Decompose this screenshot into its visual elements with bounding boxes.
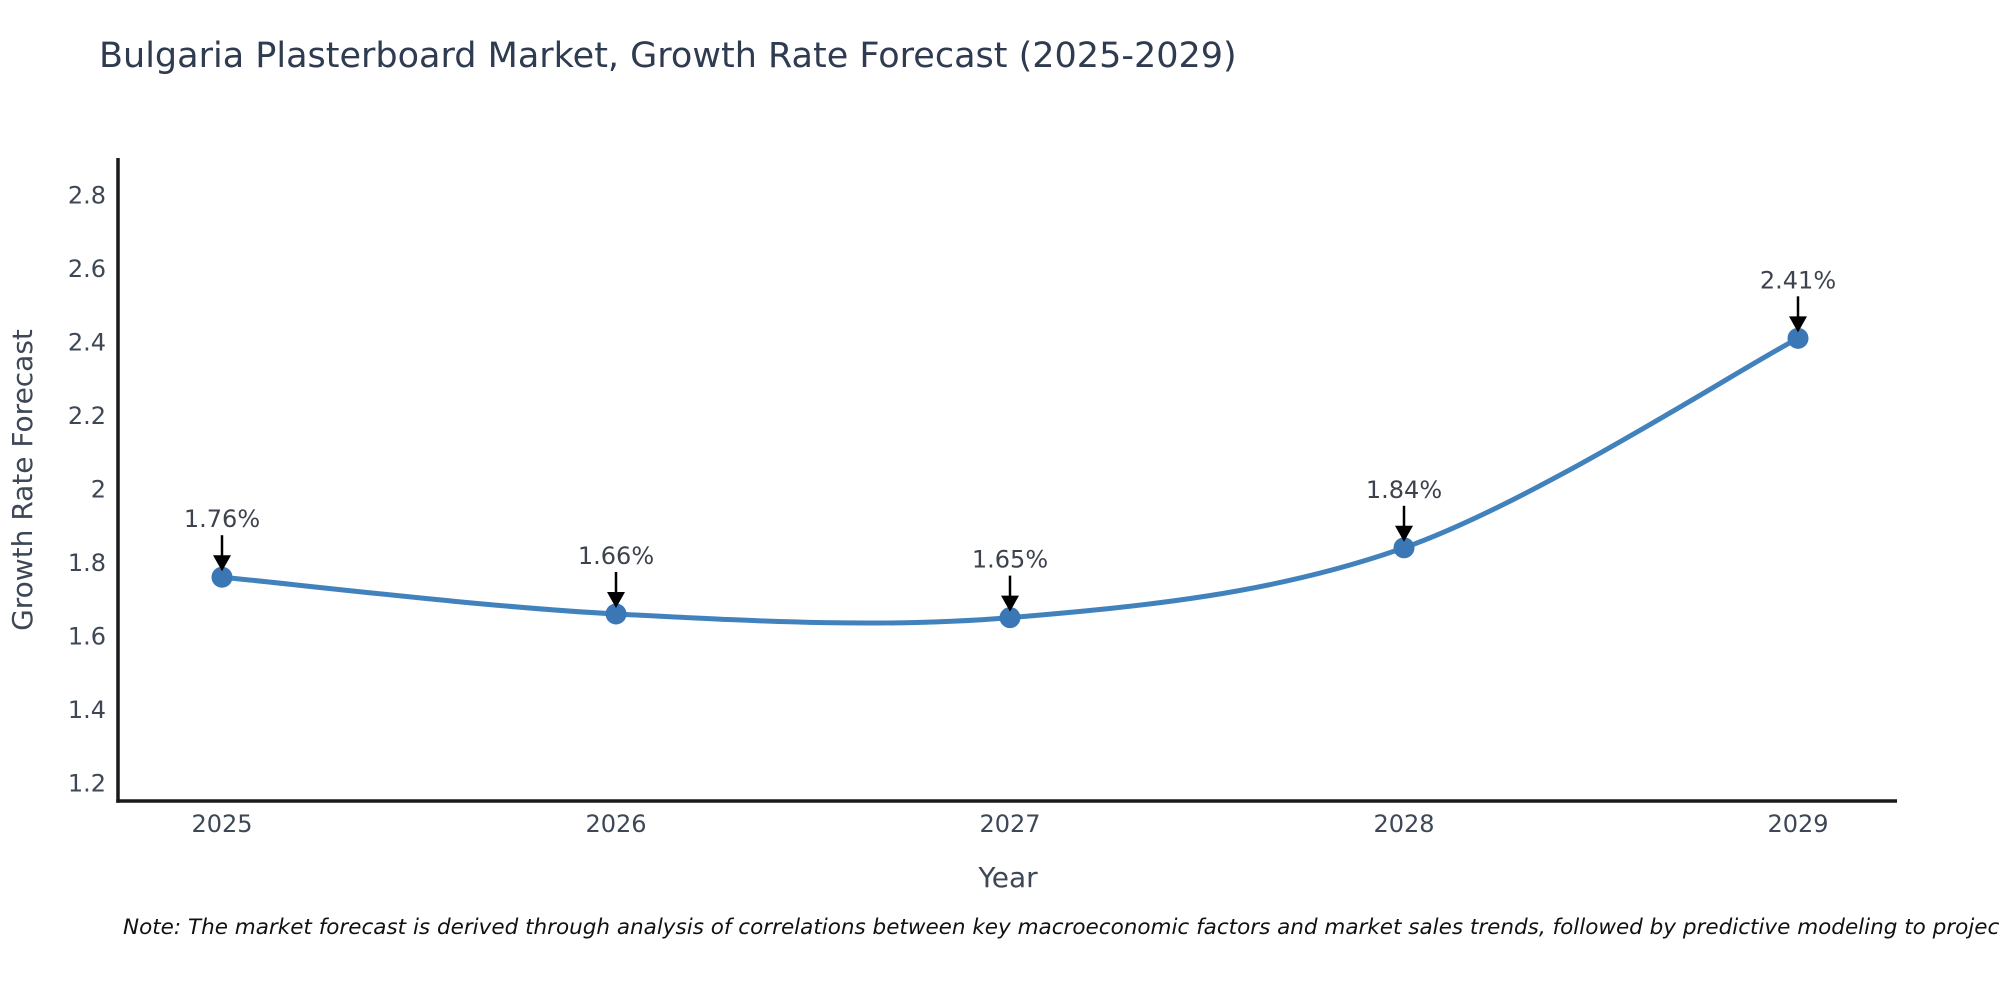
y-axis-label: Growth Rate Forecast <box>6 329 39 631</box>
y-tick-label: 1.4 <box>68 696 106 724</box>
x-axis-label: Year <box>977 861 1038 894</box>
annotation-arrow-head <box>1789 316 1807 333</box>
point-annotation-label: 1.66% <box>578 542 654 570</box>
point-annotation-label: 1.76% <box>184 505 260 533</box>
point-annotation-label: 1.65% <box>972 546 1048 574</box>
y-tick-label: 2.2 <box>68 402 106 430</box>
x-tick-label: 2025 <box>191 810 252 838</box>
y-tick-label: 2.8 <box>68 182 106 210</box>
y-tick-label: 2.6 <box>68 255 106 283</box>
y-tick-label: 2 <box>91 476 106 504</box>
point-annotation-label: 2.41% <box>1760 266 1836 294</box>
data-point-marker <box>999 607 1021 629</box>
data-point-marker <box>1393 537 1415 559</box>
x-tick-label: 2028 <box>1373 810 1434 838</box>
point-annotation-label: 1.84% <box>1366 476 1442 504</box>
annotation-arrow-head <box>1395 525 1413 542</box>
y-tick-label: 2.4 <box>68 329 106 357</box>
data-point-marker <box>605 603 627 625</box>
data-point-marker <box>1787 327 1809 349</box>
y-tick-label: 1.8 <box>68 549 106 577</box>
annotation-arrow-head <box>1001 595 1019 612</box>
chart-note: Note: The market forecast is derived thr… <box>123 915 2000 940</box>
data-point-marker <box>211 566 233 588</box>
chart-title: Bulgaria Plasterboard Market, Growth Rat… <box>99 36 1237 76</box>
y-tick-label: 1.6 <box>68 623 106 651</box>
y-tick-label: 1.2 <box>68 770 106 798</box>
x-tick-label: 2026 <box>585 810 646 838</box>
x-tick-label: 2029 <box>1767 810 1828 838</box>
annotation-arrow-head <box>607 591 625 608</box>
x-tick-label: 2027 <box>979 810 1040 838</box>
annotation-arrow-head <box>213 555 231 572</box>
